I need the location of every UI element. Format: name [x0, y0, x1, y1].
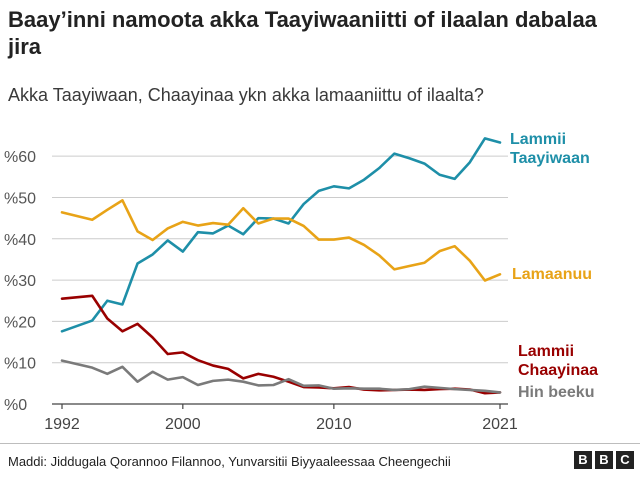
y-tick-label: %50 [4, 190, 36, 207]
x-tick-label: 1992 [44, 416, 80, 433]
x-tick-label: 2010 [316, 416, 352, 433]
y-tick-label: %0 [4, 397, 27, 414]
bbc-logo: B B C [574, 451, 634, 469]
y-tick-label: %60 [4, 149, 36, 166]
series-line [60, 359, 502, 394]
footer-divider [0, 443, 640, 444]
series-label: Taayiwaan [510, 150, 590, 167]
y-tick-label: %30 [4, 273, 36, 290]
x-tick-label: 2021 [482, 416, 518, 433]
series-label: Lamaanuu [512, 266, 592, 283]
chart-title: Baay’inni namoota akka Taayiwaaniitti of… [8, 7, 597, 59]
bbc-logo-letter-3: C [616, 451, 634, 469]
line-chart: %0 %10 %20 %30 %40 %50 %60 1992 2000 2010 2021 Lamm… [4, 131, 598, 433]
series-label: Chaayinaa [518, 362, 598, 379]
x-tick-label: 2000 [165, 416, 201, 433]
series-line [60, 199, 502, 282]
y-tick-label: %10 [4, 356, 36, 373]
y-tick-label: %20 [4, 314, 36, 331]
series-label: Hin beeku [518, 384, 594, 401]
series-line [60, 294, 502, 395]
series-line [60, 137, 502, 333]
source-note: Maddi: Jiddugala Qorannoo Filannoo, Yunv… [8, 454, 451, 469]
bbc-logo-letter-2: B [595, 451, 613, 469]
bbc-logo-letter-1: B [574, 451, 592, 469]
chart-subtitle: Akka Taayiwaan, Chaayinaa ykn akka lamaa… [8, 85, 484, 105]
y-tick-label: %40 [4, 232, 36, 249]
series-label: Lammii [518, 343, 574, 360]
series-label: Lammii [510, 131, 566, 148]
